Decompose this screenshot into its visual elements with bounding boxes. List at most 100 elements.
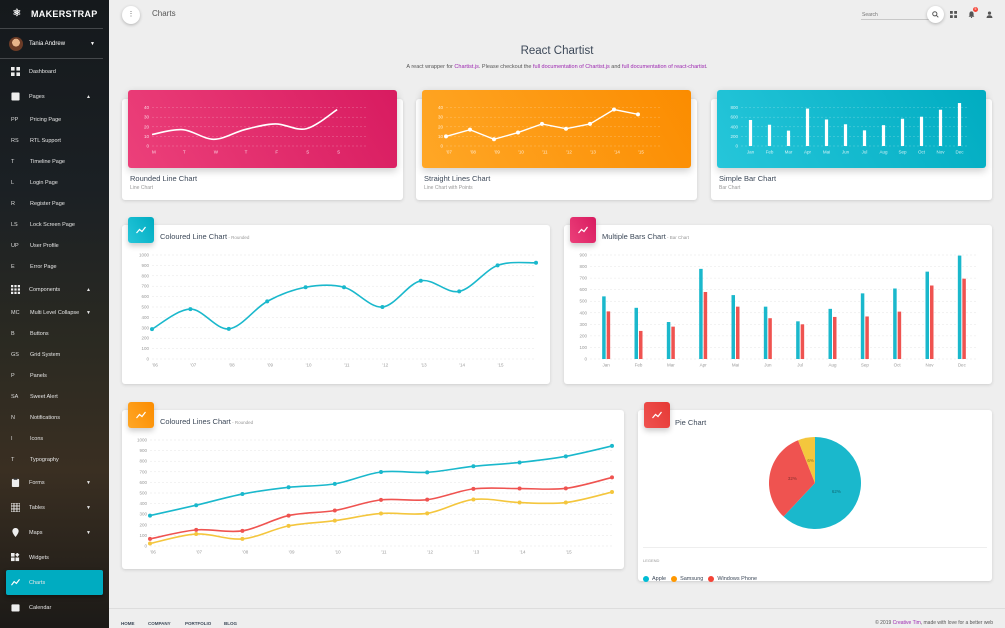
- sidebar-item-widgets[interactable]: Widgets: [0, 545, 109, 570]
- user-profile-toggle[interactable]: Tania Andrew ▼: [0, 29, 103, 59]
- sidebar: ⚛ MAKERSTRAP Tania Andrew ▼ Dashboard Pag…: [0, 0, 109, 628]
- sidebar-item-abbr: P: [11, 372, 15, 379]
- sidebar-item-forms[interactable]: Forms ▼: [0, 470, 109, 495]
- y-tick-label: 200: [141, 336, 149, 341]
- x-tick-label: '07: [196, 550, 202, 555]
- divider: [643, 547, 987, 548]
- footer-link-company[interactable]: COMPANY: [148, 621, 171, 626]
- y-tick-label: 700: [139, 469, 147, 474]
- sidebar-item-calendar[interactable]: Calendar: [0, 595, 109, 620]
- x-tick-label: Mai: [823, 150, 830, 155]
- bar: [897, 311, 902, 359]
- sidebar-item-buttons[interactable]: B Buttons: [0, 323, 109, 344]
- y-tick-label: 600: [579, 287, 587, 292]
- pie-slice: [783, 437, 861, 529]
- sidebar-item-dashboard[interactable]: Dashboard: [0, 59, 109, 84]
- copyright-pre: © 2019: [875, 620, 893, 626]
- x-tick-label: Oct: [918, 150, 926, 155]
- x-tick-label: Sep: [861, 363, 870, 368]
- x-tick-label: '08: [242, 550, 248, 555]
- sidebar-item-typography[interactable]: T Typography: [0, 449, 109, 470]
- pie-label: 32%: [788, 476, 797, 481]
- bar: [606, 311, 611, 359]
- y-tick-label: 800: [139, 459, 147, 464]
- dashboard-top-button[interactable]: [949, 10, 958, 19]
- coloured-lines-card: Coloured Lines Chart - Rounded 0 100 200 30…: [122, 402, 624, 569]
- card-title: Pie Chart: [675, 418, 707, 427]
- sidebar-item-panels[interactable]: P Panels: [0, 365, 109, 386]
- sidebar-item-pages[interactable]: Pages ▲: [0, 84, 109, 109]
- react-chartist-docs-link[interactable]: full documentation of react-chartist: [621, 64, 707, 70]
- bar: [748, 119, 753, 146]
- sidebar-item-user-profile[interactable]: UP User Profile: [0, 235, 109, 256]
- bar: [824, 119, 829, 146]
- sidebar-item-timeline-page[interactable]: T Timeline Page: [0, 151, 109, 172]
- bar: [639, 330, 643, 359]
- sidebar-item-label: Pages: [29, 93, 45, 100]
- data-point: [425, 511, 430, 516]
- notifications-button[interactable]: [967, 10, 976, 19]
- sidebar-item-grid-system[interactable]: GS Grid System: [0, 344, 109, 365]
- x-tick-label: '15: [566, 550, 572, 555]
- card-subtitle: Bar Chart: [719, 185, 741, 191]
- sidebar-item-maps[interactable]: Maps ▼: [0, 520, 109, 545]
- x-tick-label: Dec: [958, 363, 967, 368]
- topbar: ⋮ Charts 5: [109, 0, 1005, 29]
- multiple-bars-chart: 0 100 200 300 400 500 600 700 800 900 Jan Feb Mar Apr…: [579, 253, 978, 368]
- sidebar-item-icons[interactable]: I Icons: [0, 428, 109, 449]
- sidebar-item-multi-level-collapse[interactable]: MC Multi Level Collapse ▼: [0, 302, 109, 323]
- bar: [767, 124, 772, 146]
- chartist-link[interactable]: Chartist.js: [454, 64, 479, 70]
- sidebar-item-notifications[interactable]: N Notifications: [0, 407, 109, 428]
- brand[interactable]: ⚛ MAKERSTRAP: [0, 0, 103, 29]
- sidebar-item-pricing-page[interactable]: PP Pricing Page: [0, 109, 109, 130]
- sidebar-item-tables[interactable]: Tables ▼: [0, 495, 109, 520]
- lead-text: A react wrapper for: [406, 64, 455, 70]
- bar: [919, 116, 924, 146]
- sidebar-item-label: Notifications: [30, 414, 60, 421]
- data-point: [286, 523, 291, 528]
- sidebar-item-login-page[interactable]: L Login Page: [0, 172, 109, 193]
- footer-link-blog[interactable]: BLOG: [224, 621, 237, 626]
- footer-link-home[interactable]: HOME: [121, 621, 135, 626]
- bar: [634, 307, 638, 359]
- sidebar-item-charts[interactable]: Charts: [6, 570, 103, 595]
- sidebar-item-error-page[interactable]: E Error Page: [0, 256, 109, 277]
- card-title-text: Multiple Bars Chart: [602, 232, 666, 241]
- data-point: [332, 481, 337, 486]
- card-title: Straight Lines Chart: [424, 174, 491, 183]
- more-vert-button[interactable]: ⋮: [122, 6, 140, 24]
- sidebar-item-label: Typography: [30, 456, 59, 463]
- sidebar-item-label: Lock Screen Page: [30, 221, 75, 228]
- y-tick-label: 30: [144, 115, 150, 120]
- data-point: [379, 511, 383, 516]
- bar: [763, 306, 768, 359]
- sidebar-item-label: Widgets: [29, 554, 49, 561]
- footer-link-portfolio[interactable]: PORTFOLIO: [185, 621, 212, 626]
- widgets-icon: [11, 553, 20, 562]
- chartist-docs-link[interactable]: full documentation of Chartist.js: [533, 64, 610, 70]
- y-tick-label: 400: [730, 124, 738, 129]
- y-tick-label: 500: [579, 299, 587, 304]
- x-tick-label: Apr: [700, 363, 708, 368]
- search-input[interactable]: [861, 8, 929, 20]
- sidebar-item-lock-screen-page[interactable]: LS Lock Screen Page: [0, 214, 109, 235]
- pie-legend: Apple Samsung Windows Phone: [643, 569, 762, 587]
- brand-name: MAKERSTRAP: [31, 9, 98, 19]
- creative-tim-link[interactable]: Creative Tim: [892, 620, 921, 626]
- data-point: [240, 492, 245, 497]
- caret-up-icon: ▲: [86, 93, 91, 100]
- sidebar-item-sweet-alert[interactable]: SA Sweet Alert: [0, 386, 109, 407]
- sidebar-item-rtl-support[interactable]: RS RTL Support: [0, 130, 109, 151]
- data-point: [194, 503, 199, 508]
- pie-slice: [798, 437, 815, 483]
- sidebar-item-components[interactable]: Components ▲: [0, 277, 109, 302]
- y-tick-label: 600: [139, 480, 147, 485]
- sidebar-item-abbr: E: [11, 263, 15, 270]
- search-button[interactable]: [927, 6, 944, 23]
- sidebar-item-register-page[interactable]: R Register Page: [0, 193, 109, 214]
- data-point: [610, 490, 614, 495]
- y-tick-label: 200: [579, 333, 587, 338]
- y-tick-label: 1000: [137, 438, 148, 443]
- profile-button[interactable]: [985, 10, 994, 19]
